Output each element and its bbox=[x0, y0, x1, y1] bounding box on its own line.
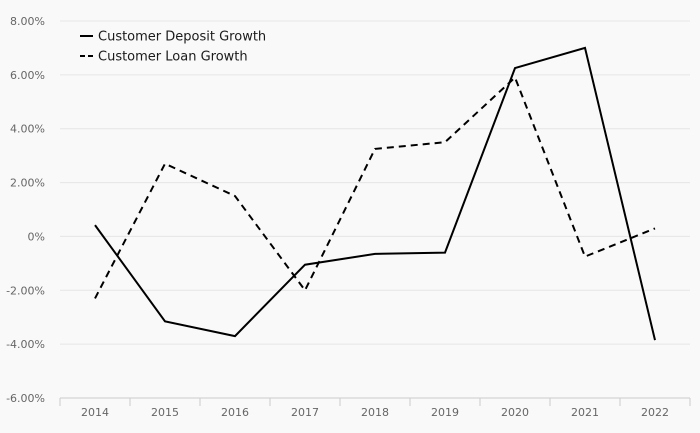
legend-label: Customer Loan Growth bbox=[98, 50, 248, 65]
y-tick-label: 4.00% bbox=[10, 123, 45, 136]
legend: Customer Deposit Growth Customer Loan Gro… bbox=[80, 30, 266, 65]
x-tick-label: 2021 bbox=[571, 406, 599, 419]
series-line-deposit-growth bbox=[94, 46, 656, 341]
y-tick-label: 6.00% bbox=[10, 69, 45, 82]
x-tick-label: 2015 bbox=[151, 406, 179, 419]
y-tick-label: 0% bbox=[28, 230, 45, 243]
y-tick-label: -6.00% bbox=[6, 392, 45, 405]
x-tick-label: 2014 bbox=[81, 406, 109, 419]
series-line-loan-growth bbox=[94, 75, 656, 299]
y-tick-label: 8.00% bbox=[10, 15, 45, 28]
y-tick-label: -4.00% bbox=[6, 338, 45, 351]
y-tick-label: 2.00% bbox=[10, 177, 45, 190]
gridlines bbox=[60, 20, 690, 345]
x-tick-label: 2020 bbox=[501, 406, 529, 419]
y-axis: 8.00% 6.00% 4.00% 2.00% 0% -2.00% -4.00% -6.00% bbox=[6, 15, 45, 405]
x-tick-label: 2017 bbox=[291, 406, 319, 419]
series-lines bbox=[94, 46, 656, 341]
x-tick-label: 2016 bbox=[221, 406, 249, 419]
y-tick-label: -2.00% bbox=[6, 284, 45, 297]
legend-label: Customer Deposit Growth bbox=[98, 30, 266, 45]
x-tick-label: 2018 bbox=[361, 406, 389, 419]
x-axis: 2014 2015 2016 2017 2018 2019 2020 2021 2022 bbox=[59, 397, 691, 419]
x-tick-label: 2019 bbox=[431, 406, 459, 419]
x-tick-label: 2022 bbox=[641, 406, 669, 419]
